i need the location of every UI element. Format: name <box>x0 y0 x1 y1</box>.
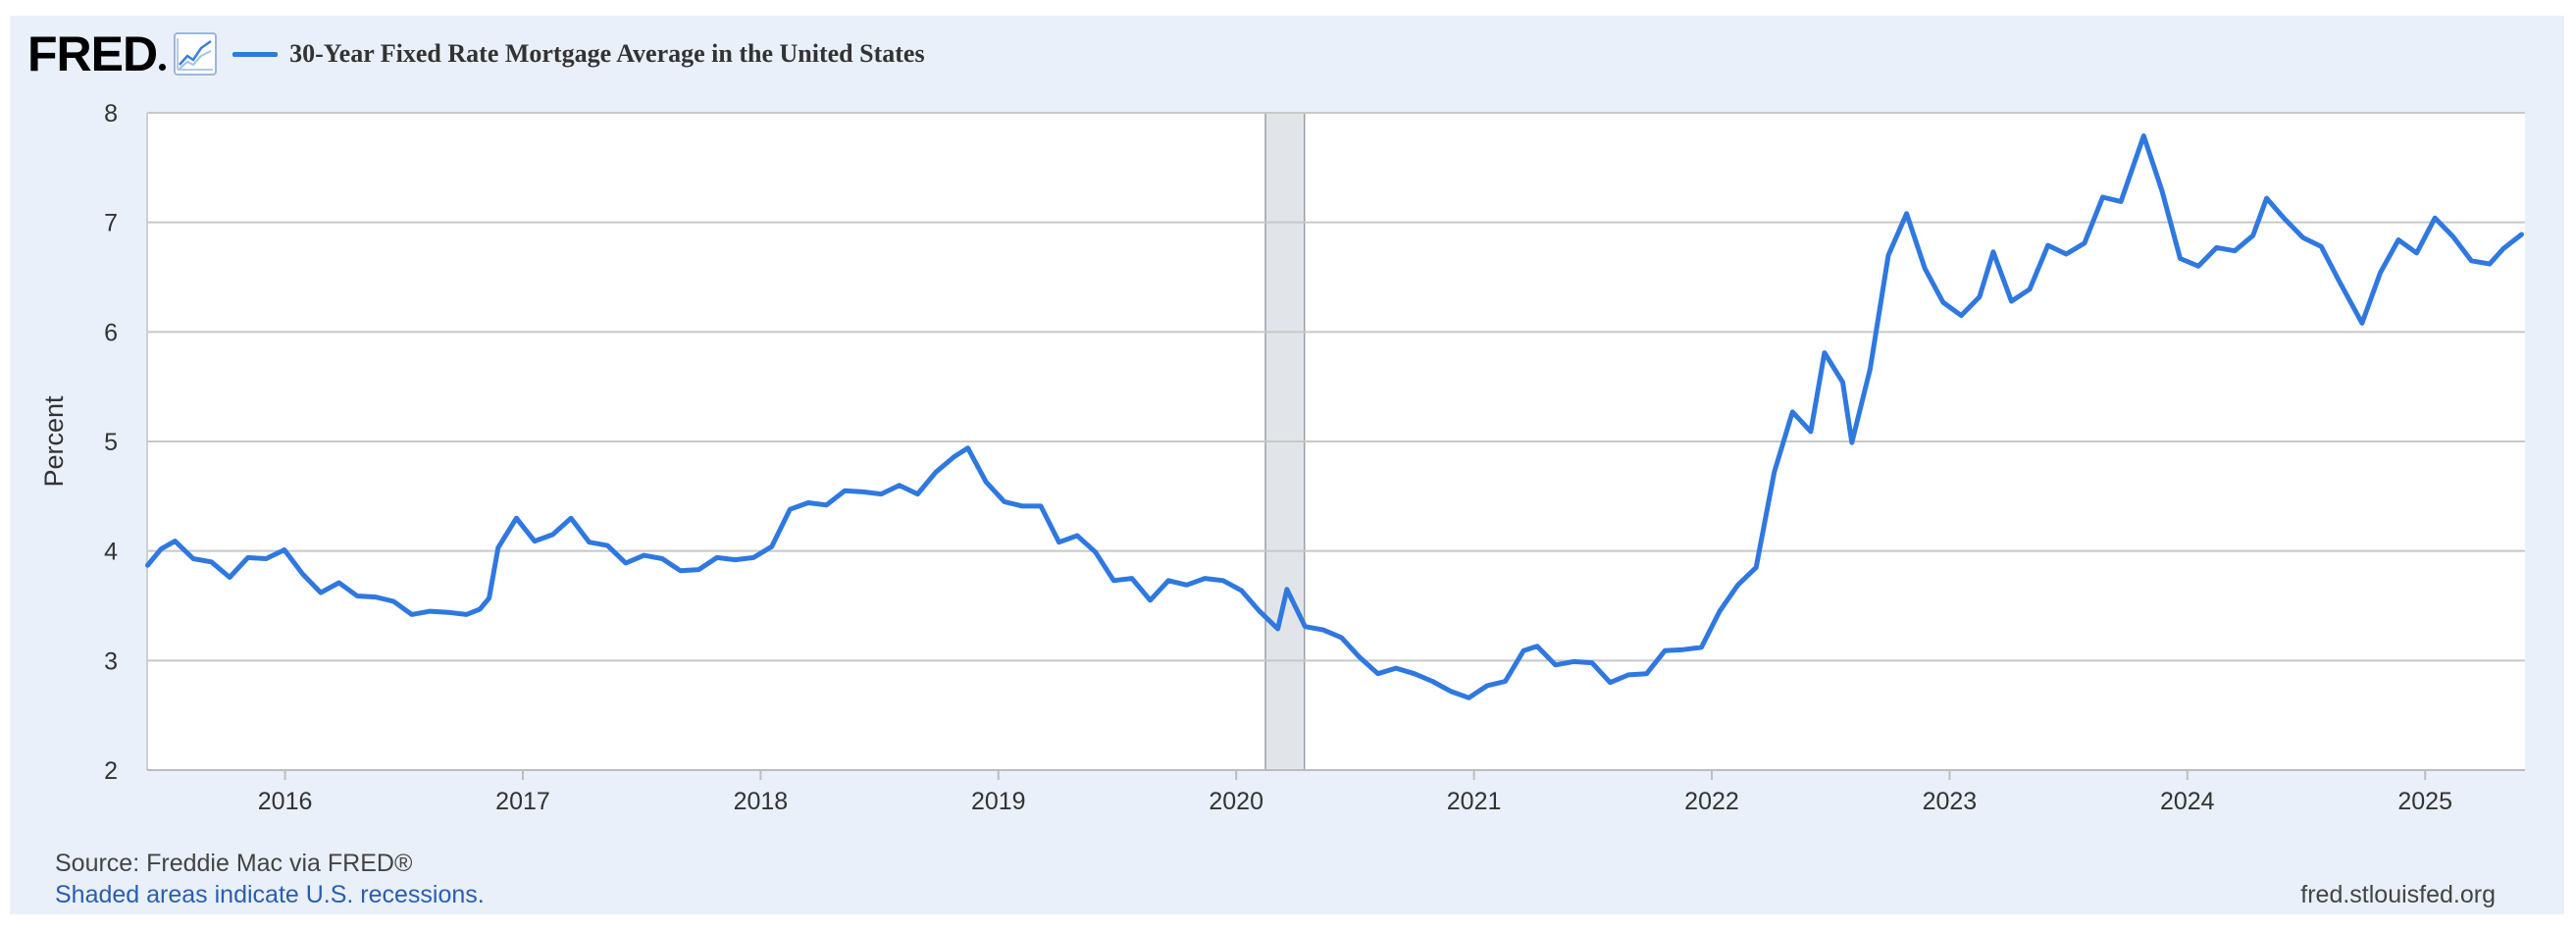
x-tick-label: 2017 <box>495 788 550 815</box>
x-tick-label: 2024 <box>2160 788 2215 815</box>
y-tick-label: 5 <box>104 429 118 456</box>
chart-header: FRED 30-Year Fixed Rate Mortgage Average… <box>27 26 925 82</box>
chart-legend: 30-Year Fixed Rate Mortgage Average in t… <box>232 39 925 69</box>
y-tick-label: 8 <box>104 100 118 128</box>
x-tick-label: 2021 <box>1447 788 1502 815</box>
fred-logo[interactable]: FRED <box>27 26 218 81</box>
fred-url[interactable]: fred.stlouisfed.org <box>2300 881 2496 908</box>
source-note: Source: Freddie Mac via FRED® <box>55 850 413 877</box>
y-tick-label: 3 <box>104 647 118 675</box>
y-axis-title: Percent <box>39 395 69 488</box>
x-tick-label: 2016 <box>258 788 313 815</box>
x-tick-label: 2020 <box>1209 788 1263 815</box>
fred-logo-text: FRED <box>27 26 158 81</box>
y-tick-label: 6 <box>104 319 118 346</box>
x-tick-label: 2022 <box>1684 788 1739 815</box>
y-tick-label: 7 <box>104 210 118 237</box>
y-tick-label: 2 <box>104 757 118 785</box>
legend-line-swatch <box>232 51 279 57</box>
x-tick-label: 2019 <box>971 788 1026 815</box>
x-tick-label: 2025 <box>2397 788 2452 815</box>
recession-note: Shaded areas indicate U.S. recessions. <box>55 881 485 908</box>
series-line <box>145 133 2524 700</box>
logo-dot <box>159 63 167 71</box>
trend-line-chart-icon[interactable] <box>174 32 218 76</box>
x-tick-label: 2018 <box>734 788 789 815</box>
legend-series-label: 30-Year Fixed Rate Mortgage Average in t… <box>289 39 925 68</box>
x-tick-label: 2023 <box>1923 788 1978 815</box>
y-tick-label: 4 <box>104 539 118 566</box>
